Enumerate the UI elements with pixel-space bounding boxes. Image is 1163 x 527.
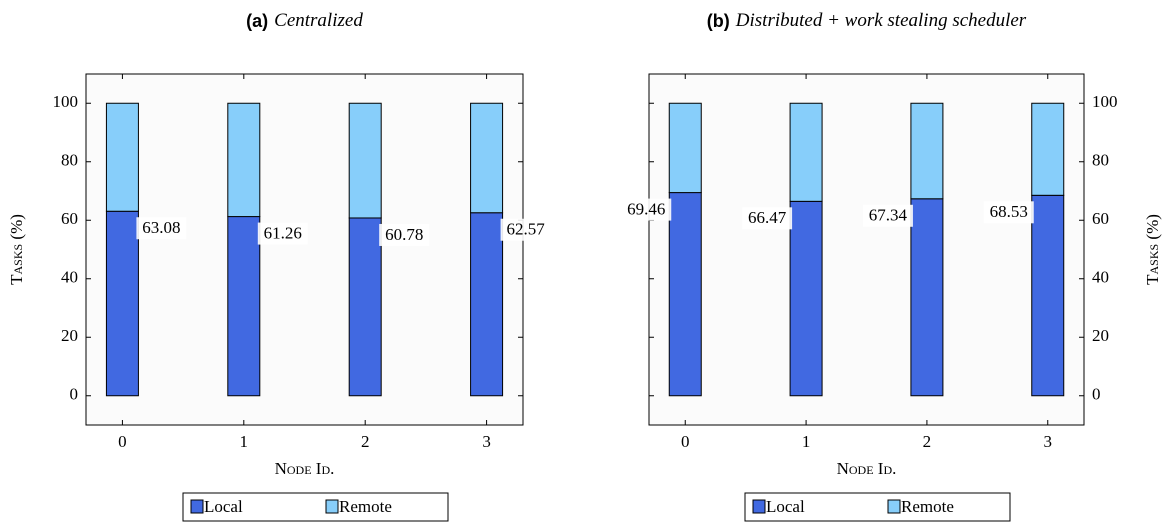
bar-segment — [105, 102, 139, 212]
bar-segment — [1031, 102, 1065, 196]
y-tick-label: 60 — [61, 209, 78, 228]
plot-area — [648, 73, 1085, 426]
bar-segment — [470, 102, 504, 214]
bar-segment — [348, 217, 382, 397]
chart-title: (a) Centralized — [246, 10, 363, 31]
data-label: 66.47 — [748, 208, 787, 227]
data-label: 63.08 — [142, 218, 180, 237]
y-tick-label: 80 — [1092, 151, 1109, 170]
title-text: Centralized — [274, 10, 363, 31]
legend-label: Remote — [901, 497, 954, 516]
x-tick-label: 0 — [118, 432, 127, 451]
data-label-bg — [379, 223, 430, 246]
x-tick-label: 3 — [1044, 432, 1053, 451]
bar-segment — [910, 102, 944, 200]
bar-segment — [668, 192, 702, 397]
bar-segment — [227, 216, 261, 397]
y-tick-label: 40 — [1092, 268, 1109, 287]
bar-segment — [227, 102, 261, 218]
data-label: 61.26 — [264, 223, 302, 242]
data-label: 68.53 — [990, 202, 1028, 221]
bar-segment — [348, 102, 382, 219]
y-axis-label: Tasks (%) — [1143, 214, 1162, 285]
x-tick-label: 0 — [681, 432, 690, 451]
data-label-bg — [257, 222, 308, 245]
panel-label: (b) — [707, 11, 730, 31]
data-label: 67.34 — [869, 206, 908, 225]
data-label-bg — [136, 217, 187, 240]
data-label-bg — [621, 198, 672, 221]
legend-swatch — [752, 499, 766, 514]
data-label-bg — [500, 218, 551, 241]
x-tick-label: 1 — [240, 432, 249, 451]
bar-segment — [668, 102, 702, 194]
legend-swatch — [887, 499, 901, 514]
y-axis-label: Tasks (%) — [7, 214, 26, 285]
x-tick-label: 3 — [482, 432, 491, 451]
data-label-bg — [742, 207, 793, 230]
title-text: Distributed + work stealing scheduler — [735, 10, 1027, 31]
bar-segment — [910, 198, 944, 397]
bar-segment — [789, 200, 823, 397]
chart-title: (b) Distributed + work stealing scheduler — [707, 10, 1027, 31]
x-axis-label: Node Id. — [837, 459, 897, 478]
y-tick-label: 40 — [61, 268, 78, 287]
y-tick-label: 20 — [61, 326, 78, 345]
plot-area — [85, 73, 524, 426]
legend-box — [744, 492, 1011, 522]
legend-label: Local — [204, 497, 243, 516]
legend-box — [182, 492, 449, 522]
x-tick-label: 1 — [802, 432, 811, 451]
data-label: 62.57 — [506, 220, 545, 239]
bar-segment — [789, 102, 823, 202]
legend-swatch — [190, 499, 204, 514]
data-label-bg — [983, 201, 1034, 224]
data-label-bg — [862, 204, 913, 227]
bar-segment — [470, 212, 504, 397]
x-tick-label: 2 — [361, 432, 370, 451]
bar-segment — [1031, 194, 1065, 397]
panel-label: (a) — [246, 11, 268, 31]
y-tick-label: 0 — [1092, 385, 1101, 404]
x-tick-label: 2 — [923, 432, 932, 451]
y-tick-label: 100 — [1092, 92, 1118, 111]
y-tick-label: 100 — [53, 92, 79, 111]
y-tick-label: 20 — [1092, 326, 1109, 345]
legend-swatch — [325, 499, 339, 514]
x-axis-label: Node Id. — [275, 459, 335, 478]
legend-label: Local — [766, 497, 805, 516]
data-label: 69.46 — [627, 199, 665, 218]
data-label: 60.78 — [385, 225, 423, 244]
legend-label: Remote — [339, 497, 392, 516]
y-tick-label: 60 — [1092, 209, 1109, 228]
y-tick-label: 80 — [61, 151, 78, 170]
bar-segment — [105, 210, 139, 397]
y-tick-label: 0 — [70, 385, 79, 404]
